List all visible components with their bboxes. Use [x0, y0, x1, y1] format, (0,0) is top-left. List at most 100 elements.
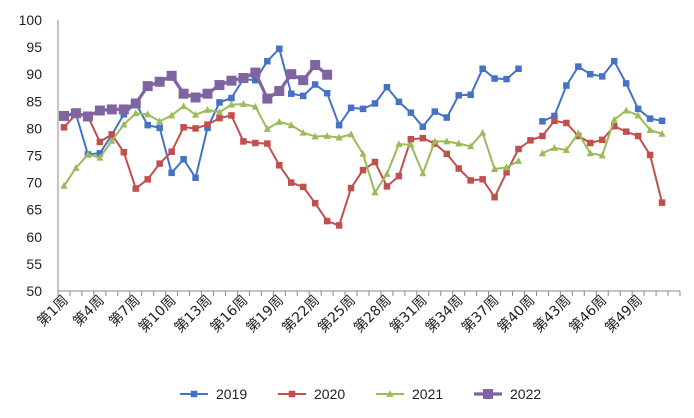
data-point-2020 — [467, 177, 474, 184]
data-point-2020 — [539, 132, 546, 140]
data-point-2021 — [84, 150, 92, 158]
data-point-2022 — [250, 67, 261, 78]
data-point-2022 — [322, 69, 333, 80]
data-point-2021 — [96, 153, 104, 161]
data-point-2021 — [275, 117, 283, 125]
data-point-2020 — [599, 136, 606, 144]
data-point-2019 — [455, 92, 462, 99]
data-point-2020 — [479, 176, 486, 183]
x-tick-label: 第46周 — [566, 292, 610, 336]
data-point-2020 — [276, 162, 283, 169]
data-point-2021 — [132, 109, 140, 117]
data-point-2019 — [192, 174, 199, 181]
data-point-2019 — [216, 99, 223, 106]
data-point-2020 — [622, 128, 630, 135]
data-point-2020 — [288, 179, 295, 186]
data-point-2021 — [251, 102, 259, 110]
data-point-2021 — [120, 120, 128, 128]
data-point-2020 — [610, 122, 618, 130]
y-tick-label: 50 — [26, 283, 42, 299]
data-point-2020 — [347, 184, 355, 192]
x-tick-label: 第13周 — [171, 292, 215, 336]
data-point-2020 — [264, 140, 271, 147]
data-point-2020 — [204, 121, 211, 128]
legend-label: 2020 — [314, 386, 345, 402]
x-tick-label: 第16周 — [207, 292, 251, 336]
data-point-2020 — [407, 135, 415, 143]
data-point-2020 — [180, 124, 187, 131]
x-tick-label: 第25周 — [314, 292, 358, 336]
data-point-2019 — [311, 81, 319, 88]
legend-marker — [190, 390, 198, 398]
data-point-2019 — [419, 123, 427, 131]
data-point-2021 — [502, 163, 511, 171]
data-point-2021 — [359, 149, 367, 157]
legend-marker — [288, 390, 296, 398]
data-point-2019 — [180, 156, 187, 163]
data-point-2020 — [371, 158, 379, 166]
data-point-2021 — [191, 110, 200, 118]
x-tick-label: 第49周 — [602, 292, 646, 336]
data-point-2020 — [527, 137, 534, 144]
data-point-2019 — [335, 121, 343, 129]
data-point-2021 — [263, 125, 271, 132]
y-tick-label: 85 — [26, 93, 42, 109]
series-2021 — [60, 100, 666, 196]
data-point-2019 — [395, 98, 403, 106]
data-point-2019 — [156, 124, 163, 132]
data-point-2022 — [214, 80, 225, 91]
legend-item-2022: 2022 — [474, 386, 541, 402]
data-point-2019 — [634, 105, 642, 113]
y-tick-label: 80 — [26, 120, 42, 136]
data-point-2020 — [515, 145, 522, 153]
data-point-2020 — [359, 166, 367, 174]
data-point-2020 — [634, 132, 642, 140]
data-point-2019 — [383, 83, 391, 91]
data-point-2020 — [120, 148, 128, 156]
data-point-2021 — [407, 140, 415, 148]
data-point-2021 — [371, 188, 379, 196]
data-point-2019 — [610, 57, 618, 65]
x-tick-label: 第28周 — [350, 292, 394, 336]
data-point-2021 — [299, 128, 307, 136]
data-point-2021 — [491, 165, 499, 172]
data-point-2020 — [240, 138, 247, 145]
data-point-2022 — [310, 59, 321, 70]
data-point-2019 — [431, 108, 439, 115]
data-point-2022 — [178, 88, 189, 99]
data-point-2022 — [262, 93, 273, 104]
data-point-2022 — [166, 70, 177, 81]
data-point-2020 — [96, 138, 104, 146]
data-point-2019 — [503, 75, 510, 83]
data-point-2020 — [551, 117, 558, 125]
y-tick-label: 65 — [26, 202, 42, 218]
x-tick-label: 第43周 — [530, 292, 574, 336]
data-point-2020 — [192, 125, 199, 132]
data-point-2020 — [60, 124, 68, 131]
data-point-2020 — [503, 169, 510, 176]
data-point-2020 — [587, 139, 594, 147]
data-point-2020 — [383, 183, 391, 190]
series-2020 — [60, 111, 666, 229]
data-point-2021 — [634, 111, 642, 119]
plot-area — [58, 45, 666, 229]
data-point-2019 — [276, 45, 283, 52]
data-point-2021 — [215, 108, 224, 116]
data-point-2019 — [407, 109, 415, 116]
data-point-2019 — [551, 112, 558, 120]
data-point-2021 — [227, 100, 236, 108]
legend-label: 2021 — [412, 386, 443, 402]
data-point-2022 — [130, 98, 141, 109]
data-point-2021 — [335, 133, 343, 141]
data-point-2020 — [335, 222, 343, 229]
legend-marker — [386, 390, 394, 397]
data-point-2019 — [204, 124, 211, 132]
x-tick-label: 第40周 — [494, 292, 538, 336]
data-point-2020 — [443, 150, 450, 158]
data-point-2022 — [298, 75, 309, 86]
data-point-2021 — [168, 111, 176, 119]
data-point-2021 — [395, 140, 403, 148]
y-tick-label: 70 — [26, 175, 42, 191]
data-point-2022 — [82, 111, 93, 122]
